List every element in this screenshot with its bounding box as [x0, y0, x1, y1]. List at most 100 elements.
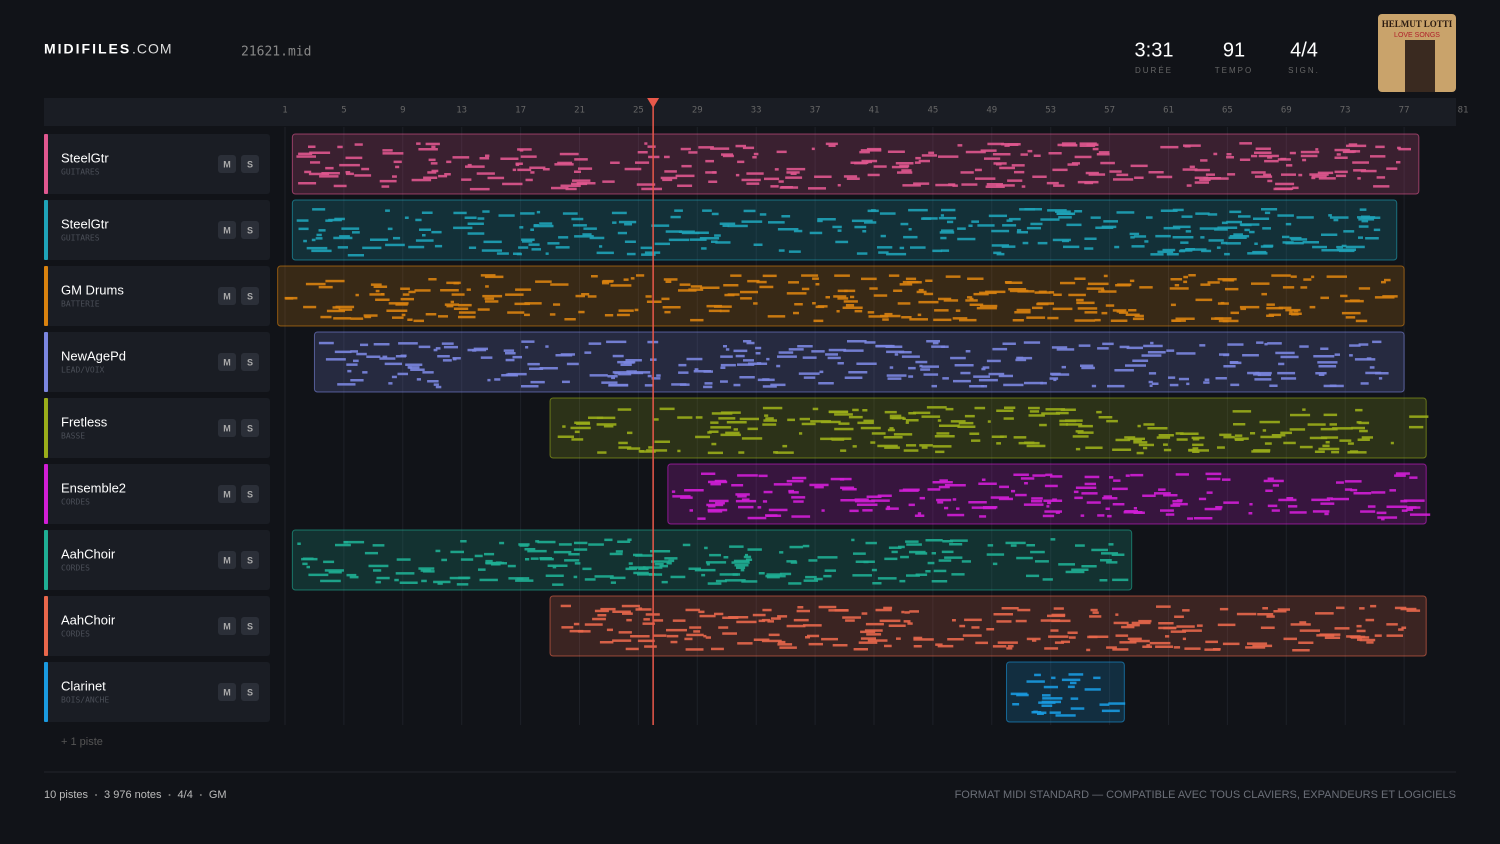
note: [1021, 185, 1026, 188]
note: [1357, 177, 1361, 180]
track-header[interactable]: [44, 266, 270, 326]
note: [1406, 506, 1417, 509]
button-mute[interactable]: [218, 353, 236, 371]
note: [1282, 235, 1290, 239]
playhead-handle[interactable]: [647, 98, 660, 108]
bar-label: 53: [1045, 106, 1056, 116]
track-header[interactable]: [44, 200, 270, 260]
note: [545, 574, 564, 577]
note: [1280, 431, 1292, 435]
note: [733, 428, 738, 431]
note: [773, 451, 778, 454]
button-solo-label[interactable]: S: [247, 423, 253, 433]
button-solo-label[interactable]: S: [247, 687, 253, 697]
region[interactable]: [549, 397, 1427, 459]
note: [866, 495, 882, 498]
button-mute[interactable]: [218, 485, 236, 503]
button-mute-label[interactable]: M: [223, 291, 231, 301]
button-solo-label[interactable]: S: [247, 291, 253, 301]
note: [1215, 506, 1223, 509]
button-solo[interactable]: [241, 287, 259, 305]
note: [487, 176, 505, 180]
note: [932, 481, 953, 484]
button-solo[interactable]: [241, 155, 259, 173]
note: [370, 238, 389, 241]
button-solo[interactable]: [241, 683, 259, 701]
button-solo[interactable]: [241, 419, 259, 437]
note: [897, 171, 913, 174]
note: [753, 243, 763, 246]
note: [1382, 295, 1398, 298]
note: [986, 553, 1005, 556]
button-mute-label[interactable]: M: [223, 225, 231, 235]
track-header[interactable]: [44, 596, 270, 656]
note: [1117, 283, 1132, 286]
button-solo-label[interactable]: S: [247, 621, 253, 631]
region[interactable]: [549, 595, 1427, 657]
note: [1074, 496, 1083, 500]
note: [981, 478, 986, 481]
note: [1204, 378, 1210, 381]
track-header[interactable]: [44, 662, 270, 722]
note: [651, 224, 670, 227]
note: [799, 432, 803, 435]
note: [433, 580, 451, 584]
note: [1180, 249, 1193, 252]
note: [392, 175, 397, 178]
button-mute[interactable]: [218, 617, 236, 635]
note: [886, 252, 907, 256]
button-mute-label[interactable]: M: [223, 621, 231, 631]
note: [1068, 293, 1086, 297]
button-solo-label[interactable]: S: [247, 357, 253, 367]
region[interactable]: [667, 463, 1427, 525]
button-mute[interactable]: [218, 221, 236, 239]
button-mute[interactable]: [218, 683, 236, 701]
button-mute[interactable]: [218, 551, 236, 569]
button-solo[interactable]: [241, 221, 259, 239]
button-mute-label[interactable]: M: [223, 489, 231, 499]
track-header[interactable]: [44, 332, 270, 392]
note: [517, 168, 532, 172]
track-header[interactable]: [44, 398, 270, 458]
button-mute[interactable]: [218, 419, 236, 437]
region[interactable]: [291, 199, 1398, 261]
note: [921, 154, 937, 157]
region[interactable]: [291, 529, 1133, 591]
track-header[interactable]: [44, 530, 270, 590]
button-solo-label[interactable]: S: [247, 225, 253, 235]
button-mute-label[interactable]: M: [223, 555, 231, 565]
region[interactable]: [1006, 661, 1125, 723]
button-mute-label[interactable]: M: [223, 357, 231, 367]
note: [464, 216, 477, 219]
button-mute[interactable]: [218, 287, 236, 305]
note: [558, 236, 569, 239]
track-header[interactable]: [44, 464, 270, 524]
button-solo[interactable]: [241, 551, 259, 569]
button-solo[interactable]: [241, 617, 259, 635]
button-mute-label[interactable]: M: [223, 423, 231, 433]
track-header[interactable]: [44, 134, 270, 194]
button-solo-label[interactable]: S: [247, 159, 253, 169]
note: [746, 341, 755, 345]
button-mute-label[interactable]: M: [223, 687, 231, 697]
separator: [95, 794, 98, 796]
button-solo-label[interactable]: S: [247, 489, 253, 499]
note: [1263, 479, 1284, 483]
note: [562, 380, 570, 384]
note: [770, 383, 786, 387]
bar-label: 33: [751, 106, 762, 116]
note: [303, 239, 307, 243]
note: [345, 156, 363, 160]
more-tracks[interactable]: + 1 piste: [61, 736, 103, 748]
button-mute-label[interactable]: M: [223, 159, 231, 169]
button-mute[interactable]: [218, 155, 236, 173]
button-solo-label[interactable]: S: [247, 555, 253, 565]
note: [1199, 227, 1219, 230]
note: [372, 544, 385, 547]
note: [1240, 307, 1246, 311]
button-solo[interactable]: [241, 353, 259, 371]
note: [362, 246, 382, 250]
note: [530, 228, 534, 231]
note: [1314, 450, 1325, 453]
button-solo[interactable]: [241, 485, 259, 503]
